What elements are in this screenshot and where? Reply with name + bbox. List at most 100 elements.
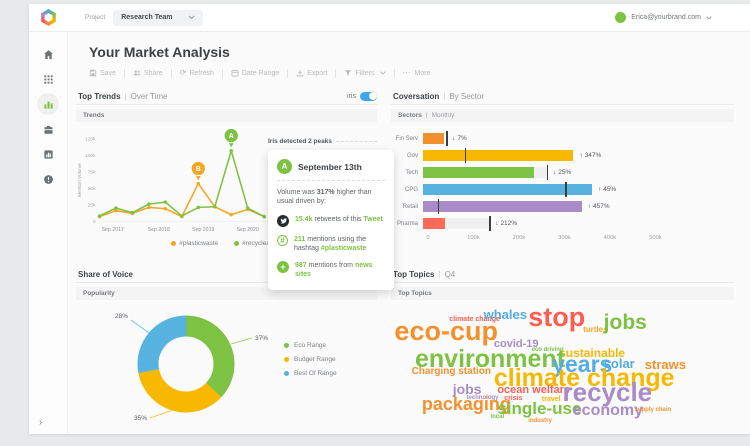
cloud-word: industry — [528, 418, 552, 425]
tooltip-highlight: 211 — [294, 235, 306, 243]
cloud-word: single-use — [497, 399, 582, 419]
main-content: Your Market Analysis Save Share ⟳ Refresh Da… — [68, 32, 750, 434]
svg-text:B: B — [196, 166, 201, 173]
tooltip-insight-row: +987 mentions from news sites — [277, 261, 385, 279]
svg-text:Sep 2017: Sep 2017 — [102, 227, 124, 233]
hashtag-icon: # — [277, 234, 288, 246]
news-icon: + — [277, 261, 289, 274]
arrow-up-icon: ↑ — [579, 151, 583, 159]
analytics-nav-active[interactable] — [37, 93, 59, 115]
bar-delta-label: ↓ 212% — [495, 219, 518, 227]
tooltip-highlight: 987 — [295, 262, 307, 270]
tooltip-row-text: 211 mentions using the hashtag #plasticw… — [294, 235, 385, 253]
trends-subheader: Trends — [76, 109, 377, 122]
user-menu[interactable]: Erica@yourbrand.com — [615, 12, 712, 23]
toolbar-share-button[interactable]: Share — [133, 69, 163, 77]
toolbar-divider — [170, 68, 172, 78]
bar-category-label: CPG — [404, 186, 418, 193]
legend-item: #plasticwaste — [171, 240, 218, 247]
arrow-up-icon: ↑ — [587, 202, 592, 210]
tooltip-insight-row: #211 mentions using the hashtag #plastic… — [277, 234, 385, 253]
project-selector[interactable]: Research Team — [113, 9, 204, 26]
bar — [423, 150, 574, 161]
word-cloud: climate change whales stop turtles jobs eco-c… — [391, 303, 734, 431]
cloud-word: eco driving — [531, 346, 564, 353]
popularity-subheader: Popularity — [76, 287, 377, 300]
tooltip-highlight[interactable]: Tweet — [363, 215, 383, 223]
toolbar-divider — [393, 68, 395, 78]
toolbar-save-button[interactable]: Save — [89, 69, 116, 77]
legend-label: #recycleables — [242, 240, 282, 247]
user-email: Erica@yourbrand.com — [631, 14, 701, 21]
calendar-icon — [231, 69, 239, 77]
bar-benchmark-marker — [489, 216, 491, 231]
chevron-down-icon — [706, 16, 712, 20]
report-icon[interactable] — [42, 148, 54, 160]
bar-category-label: Tech — [405, 169, 418, 176]
bar-row: Gov ↑ 347% — [391, 147, 710, 164]
bar — [423, 184, 592, 195]
tooltip-text: higher than usual driven by: — [277, 189, 372, 206]
cloud-word: solar — [603, 355, 635, 371]
axis-tick-label: 400k — [603, 235, 617, 241]
bar — [423, 201, 582, 212]
bar-category-label: Retail — [402, 203, 418, 210]
cloud-word: covid-19 — [493, 337, 539, 350]
toolbar-divider — [335, 68, 337, 78]
toolbar-export-button[interactable]: Export — [296, 69, 327, 77]
save-icon — [89, 69, 97, 77]
bar-category-label: Fin Serv — [395, 135, 418, 142]
arrow-up-icon: ↑ — [597, 185, 602, 193]
alerts-icon[interactable] — [42, 173, 54, 185]
sidebar-expand-chevron-icon[interactable]: › — [39, 417, 43, 428]
bar-category-label: Gov — [406, 152, 418, 159]
project-label: Project — [85, 14, 106, 21]
apps-grid-icon[interactable] — [42, 73, 54, 85]
home-icon[interactable] — [42, 48, 54, 60]
legend-dot — [171, 241, 177, 246]
bar-benchmark-marker — [464, 148, 467, 163]
arrow-down-icon: ↓ — [452, 134, 456, 142]
briefcase-icon[interactable] — [42, 123, 54, 135]
chevron-down-icon — [188, 15, 195, 20]
insight-tooltip: A September 13th Volume was 317% higher … — [268, 150, 394, 291]
bar-row: Tech ↓ 25% — [391, 164, 710, 181]
legend-dot — [284, 357, 289, 362]
cloud-word: local — [490, 414, 505, 421]
toolbar-filters-button[interactable]: Filters — [344, 69, 386, 77]
legend-dot — [284, 343, 289, 348]
bar — [423, 218, 446, 229]
toolbar: Save Share ⟳ Refresh Date Range Export Filters… — [89, 68, 734, 78]
axis-tick-label: 200k — [512, 235, 526, 241]
legend-label: #plasticwaste — [179, 240, 219, 247]
axis-tick-label: 0 — [426, 235, 430, 241]
cloud-word: whales — [483, 307, 527, 323]
tooltip-highlight[interactable]: news sites — [295, 262, 373, 279]
more-icon: ⋯ — [402, 68, 412, 77]
svg-text:Mention Volume: Mention Volume — [77, 163, 82, 197]
share-icon — [133, 69, 141, 77]
toolbar-refresh-button[interactable]: ⟳ Refresh — [180, 69, 214, 77]
cloud-word: straws — [644, 357, 687, 373]
tooltip-highlight[interactable]: #plasticwaste — [320, 244, 367, 252]
iris-annotation: Iris detected 2 peaks — [268, 138, 377, 145]
toolbar-more-button[interactable]: ⋯ More — [403, 69, 431, 77]
cloud-word: jobs — [603, 310, 647, 334]
iris-toggle[interactable] — [360, 91, 377, 101]
panel-subtitle: By Sector — [449, 91, 484, 101]
svg-text:25k: 25k — [88, 203, 96, 209]
cloud-word: economy — [572, 401, 644, 419]
svg-text:Sep 2019: Sep 2019 — [192, 227, 214, 233]
topbar: Project Research Team Erica@yourbrand.co… — [29, 4, 750, 32]
cloud-word: travel — [541, 396, 561, 404]
app-window: Project Research Team Erica@yourbrand.co… — [29, 4, 750, 434]
arrow-down-icon: ↓ — [495, 219, 499, 227]
tooltip-text: mentions using the hashtag — [294, 235, 366, 252]
toolbar-date-range-button[interactable]: Date Range — [231, 69, 279, 77]
svg-text:125k: 125k — [85, 137, 96, 143]
tooltip-row-text: 987 mentions from news sites — [295, 261, 385, 279]
sidebar: › — [29, 32, 68, 434]
bar-zone: ↑ 45% — [423, 182, 710, 197]
svg-text:28%: 28% — [115, 313, 128, 320]
